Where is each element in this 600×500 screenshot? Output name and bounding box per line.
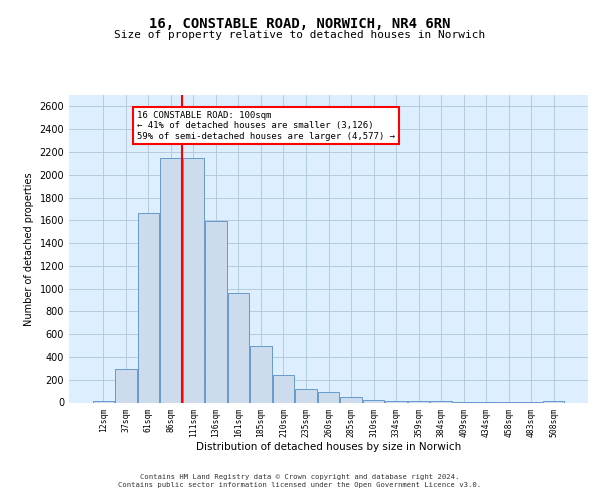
Bar: [385, 401, 407, 402]
Bar: [115, 370, 137, 402]
Text: Size of property relative to detached houses in Norwich: Size of property relative to detached ho…: [115, 30, 485, 40]
Y-axis label: Number of detached properties: Number of detached properties: [24, 172, 34, 326]
Bar: [137, 214, 159, 402]
Bar: [228, 293, 249, 403]
Bar: [363, 400, 384, 402]
X-axis label: Distribution of detached houses by size in Norwich: Distribution of detached houses by size …: [196, 442, 461, 452]
Bar: [543, 401, 565, 402]
Text: 16 CONSTABLE ROAD: 100sqm
← 41% of detached houses are smaller (3,126)
59% of se: 16 CONSTABLE ROAD: 100sqm ← 41% of detac…: [137, 111, 395, 140]
Bar: [182, 158, 204, 402]
Bar: [160, 158, 182, 402]
Bar: [273, 375, 294, 402]
Bar: [318, 392, 339, 402]
Bar: [340, 398, 362, 402]
Bar: [430, 401, 452, 402]
Bar: [205, 222, 227, 402]
Bar: [250, 346, 272, 403]
Bar: [92, 401, 114, 402]
Bar: [295, 389, 317, 402]
Text: Contains HM Land Registry data © Crown copyright and database right 2024.
Contai: Contains HM Land Registry data © Crown c…: [118, 474, 482, 488]
Text: 16, CONSTABLE ROAD, NORWICH, NR4 6RN: 16, CONSTABLE ROAD, NORWICH, NR4 6RN: [149, 18, 451, 32]
